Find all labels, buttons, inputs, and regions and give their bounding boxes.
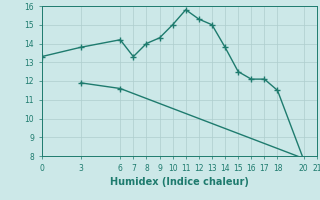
X-axis label: Humidex (Indice chaleur): Humidex (Indice chaleur) xyxy=(110,177,249,187)
